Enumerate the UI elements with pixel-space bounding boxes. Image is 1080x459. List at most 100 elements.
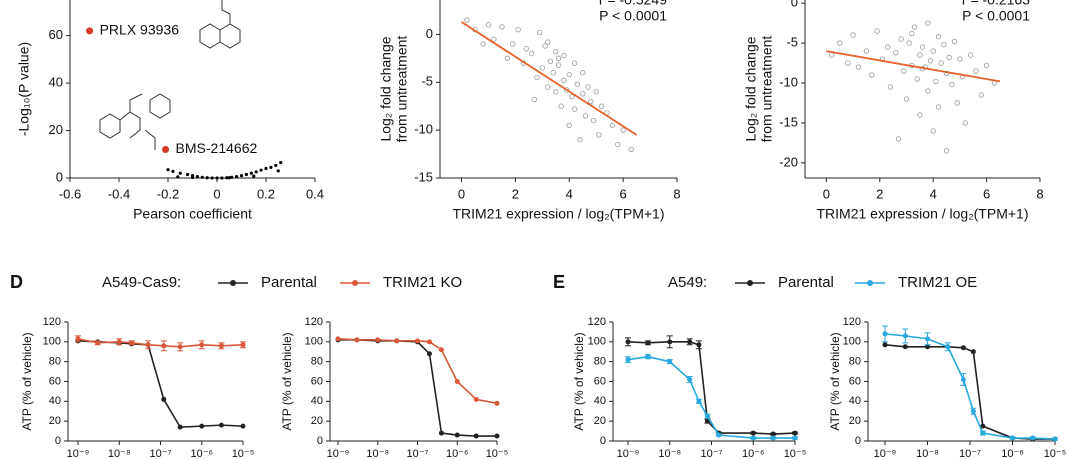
point (973, 68, 979, 74)
point (901, 68, 907, 74)
y-tick-label: 20 (594, 415, 606, 427)
y-tick-label: 40 (49, 395, 61, 407)
point (95, 340, 101, 346)
x-tick-label: 10⁻⁸ (916, 448, 939, 459)
point (239, 174, 244, 178)
point (829, 52, 835, 58)
point (770, 431, 776, 437)
point (215, 176, 219, 180)
point (555, 62, 562, 68)
point (240, 342, 246, 348)
point (577, 137, 583, 143)
y-tick-label: 20 (311, 415, 323, 427)
point (494, 433, 500, 439)
point (1030, 435, 1036, 441)
x-tick-label: 10⁻⁶ (1001, 448, 1024, 459)
point (593, 89, 599, 95)
point (523, 46, 529, 52)
point (454, 432, 460, 438)
point-label: PRLX 93936 (100, 22, 180, 38)
point (276, 169, 280, 173)
point (906, 40, 912, 46)
stat-label: r = -0.2163 (962, 0, 1030, 8)
fit-line (461, 21, 638, 136)
point (335, 336, 341, 342)
point (178, 171, 182, 175)
panel-label: E (553, 272, 565, 292)
point (494, 400, 500, 406)
point (177, 344, 183, 350)
stat-label: r = -0.5249 (599, 0, 667, 8)
point (930, 128, 936, 134)
stat-label: P < 0.0001 (599, 8, 667, 24)
point (454, 379, 460, 384)
x-tick-label: 10⁻⁶ (742, 448, 765, 459)
point (499, 24, 505, 30)
y-axis-label: Log₂ fold change (743, 36, 759, 141)
point (571, 106, 578, 112)
y-tick-label: 100 (588, 336, 606, 348)
x-tick-label: 10⁻⁷ (959, 448, 981, 459)
curve (337, 338, 498, 405)
point (574, 81, 581, 87)
y-tick-label: 120 (588, 316, 606, 328)
point (510, 41, 516, 47)
point (1052, 436, 1058, 442)
point (415, 338, 420, 344)
curve (627, 341, 796, 435)
y-tick-label: -15 (414, 169, 433, 184)
point (895, 136, 902, 142)
x-tick-label: 4 (930, 186, 937, 201)
point (86, 27, 94, 35)
y-axis-label: from untreatment (759, 36, 775, 143)
point (716, 432, 722, 438)
point (645, 340, 651, 346)
point (176, 175, 180, 179)
y-tick-label: -10 (414, 122, 433, 137)
point (980, 430, 986, 436)
point (171, 169, 175, 173)
point (254, 170, 258, 174)
point (375, 337, 381, 343)
point (571, 60, 578, 66)
y-axis-label: ATP (% of vehicle) (280, 332, 294, 430)
y-tick-label: -20 (779, 154, 798, 169)
y-axis-label: ATP (% of vehicle) (572, 332, 586, 430)
point (978, 92, 984, 98)
y-tick-label: 100 (843, 336, 861, 348)
point (911, 24, 918, 30)
y-tick-label: -5 (421, 74, 433, 89)
point (195, 174, 199, 179)
point (580, 70, 586, 76)
point (274, 163, 278, 168)
point (225, 176, 229, 180)
y-tick-label: 20 (849, 415, 861, 427)
structure-1 (199, 0, 241, 49)
point (561, 52, 567, 59)
point (249, 171, 253, 175)
point (792, 430, 798, 436)
point (949, 81, 955, 88)
point (917, 52, 923, 58)
point (925, 344, 930, 350)
point (550, 70, 556, 76)
point (539, 65, 546, 71)
y-axis-label: ATP (% of vehicle) (20, 332, 34, 430)
legend-dot (352, 280, 358, 286)
x-tick-label: 10⁻⁵ (486, 448, 509, 459)
point (696, 342, 702, 348)
point (553, 48, 559, 55)
point (569, 93, 575, 100)
legend-title: A549: (668, 274, 707, 291)
x-tick-label: 0.2 (257, 186, 275, 201)
point (962, 120, 968, 126)
point (227, 176, 231, 180)
x-tick-label: 10⁻⁹ (617, 448, 640, 459)
point (545, 84, 551, 90)
point (528, 50, 535, 57)
point (967, 52, 974, 58)
y-tick-label: 0 (426, 26, 433, 41)
point (960, 377, 966, 383)
y-tick-label: -15 (779, 114, 798, 129)
legend-label: TRIM21 KO (383, 274, 462, 291)
